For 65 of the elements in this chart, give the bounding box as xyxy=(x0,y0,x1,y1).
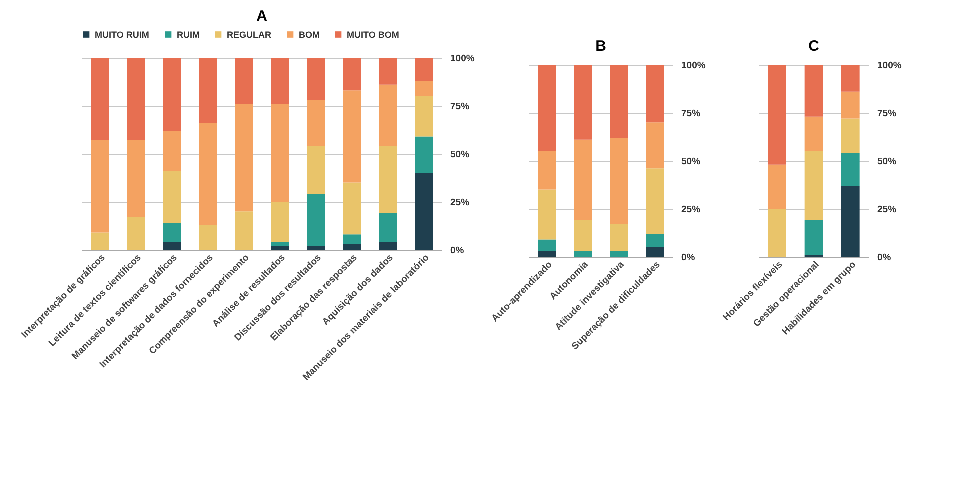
bar xyxy=(415,96,433,137)
bar xyxy=(307,246,325,250)
y-tick-label: 0% xyxy=(878,252,892,264)
bar xyxy=(343,244,361,250)
y-tick-label: 25% xyxy=(682,204,702,216)
y-tick-label: 25% xyxy=(450,198,470,208)
bar xyxy=(379,146,397,214)
y-tick-label: 100% xyxy=(682,60,706,72)
bar xyxy=(271,104,289,202)
y-tick-label: 25% xyxy=(878,204,898,216)
bar xyxy=(163,242,181,250)
chart-title: A xyxy=(256,8,268,25)
bar xyxy=(235,104,253,212)
bar xyxy=(307,58,325,100)
legend-label: MUITO BOM xyxy=(347,30,400,40)
y-tick-label: 100% xyxy=(878,60,902,72)
bar xyxy=(415,173,433,250)
bar xyxy=(379,58,397,85)
bar xyxy=(379,84,397,146)
bar xyxy=(415,58,433,82)
y-tick-label: 100% xyxy=(450,54,476,64)
bar xyxy=(343,90,361,183)
y-tick-label: 50% xyxy=(878,156,898,168)
bar xyxy=(271,242,289,246)
y-tick-label: 50% xyxy=(682,156,702,168)
bar xyxy=(379,214,397,242)
bar xyxy=(199,123,217,226)
y-tick-label: 75% xyxy=(878,108,898,120)
bar xyxy=(199,58,217,124)
bar xyxy=(307,100,325,146)
bar xyxy=(91,140,109,233)
legend-label: MUITO RUIM xyxy=(95,30,150,40)
chart-title: C xyxy=(808,38,820,55)
y-tick-label: 75% xyxy=(682,108,702,120)
bar xyxy=(379,242,397,250)
bar xyxy=(235,58,253,104)
bar xyxy=(415,136,433,174)
bar xyxy=(91,232,109,250)
bar xyxy=(163,58,181,131)
bar xyxy=(307,146,325,194)
bar xyxy=(235,212,253,250)
bar xyxy=(127,140,145,218)
bar xyxy=(343,182,361,235)
y-tick-label: 0% xyxy=(450,246,465,256)
bar xyxy=(127,217,145,250)
bar xyxy=(163,223,181,242)
bar xyxy=(163,130,181,172)
bar xyxy=(91,58,109,141)
legend-label: REGULAR xyxy=(227,30,272,40)
legend-label: BOM xyxy=(299,30,320,40)
y-tick-label: 0% xyxy=(682,252,696,264)
y-tick-label: 75% xyxy=(450,102,470,112)
bar xyxy=(271,58,289,104)
bar xyxy=(307,194,325,246)
legend-label: RUIM xyxy=(177,30,200,40)
bar xyxy=(271,246,289,250)
bar xyxy=(343,234,361,244)
bar xyxy=(415,81,433,96)
bar xyxy=(271,202,289,242)
bar xyxy=(199,225,217,250)
bar xyxy=(163,171,181,224)
chart-title: B xyxy=(596,38,607,55)
bar xyxy=(343,58,361,91)
bar xyxy=(127,58,145,141)
y-tick-label: 50% xyxy=(450,150,470,160)
